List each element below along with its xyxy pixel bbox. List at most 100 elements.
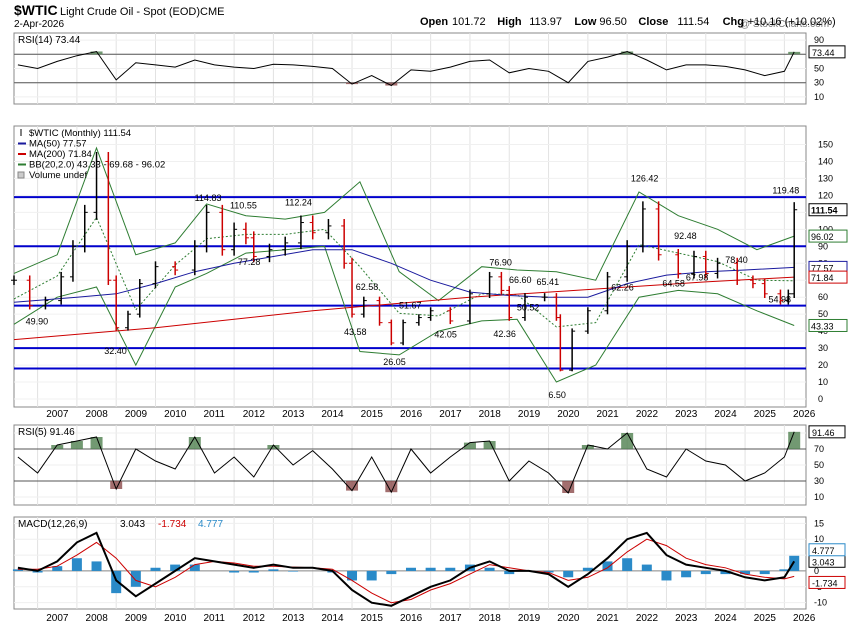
x-tick-label: 2016 <box>400 613 423 624</box>
y-tick-label: 10 <box>814 92 824 102</box>
price-annotation: 62.26 <box>611 282 634 292</box>
price-annotation: 51.67 <box>399 300 422 310</box>
macd-histogram-bar <box>445 567 456 571</box>
x-tick-label: 2010 <box>164 613 187 624</box>
y-tick-label: -10 <box>814 598 827 608</box>
y-tick-label: 30 <box>814 78 824 88</box>
rsi-value-tag-text: 73.44 <box>812 48 835 58</box>
price-annotation: 50.52 <box>517 302 540 312</box>
y-tick-label: 130 <box>818 173 833 183</box>
y-tick-label: 50 <box>818 309 828 319</box>
legend-entry: MA(50) 77.57 <box>29 139 87 150</box>
price-annotation: 54.98 <box>768 295 791 305</box>
rsi-overbought-fill <box>90 51 103 55</box>
y-tick-label: 50 <box>814 64 824 74</box>
x-tick-label: 2008 <box>86 613 109 624</box>
macd-histogram-bar <box>52 566 63 571</box>
price-annotation: 77.28 <box>238 257 261 267</box>
y-tick-label: 90 <box>814 35 824 45</box>
price-annotation: 26.05 <box>383 357 406 367</box>
macd-panel-frame <box>13 516 807 610</box>
macd-histogram-bar <box>150 567 161 571</box>
x-tick-label: 2009 <box>125 613 148 624</box>
macd-histogram-bar <box>641 564 652 571</box>
y-tick-label: 0 <box>814 566 819 576</box>
y-tick-label: 10 <box>814 534 824 544</box>
rsi-title: RSI(14) 73.44 <box>18 35 81 46</box>
y-tick-label: 20 <box>818 360 828 370</box>
x-tick-label: 2013 <box>282 409 305 420</box>
price-panel-frame <box>13 125 807 408</box>
x-tick-label: 2014 <box>321 409 344 420</box>
macd-histogram-bar <box>543 570 554 573</box>
macd-histogram-value: 4.777 <box>198 519 223 530</box>
rsi-oversold-fill <box>385 481 398 493</box>
price-annotation: 92.48 <box>674 231 697 241</box>
rsi-overbought-fill <box>463 442 476 449</box>
rsi-title: RSI(5) 91.46 <box>18 427 75 438</box>
macd-value-tag <box>808 575 846 589</box>
price-annotation: 119.48 <box>772 185 799 195</box>
right-value-tag-text: 71.84 <box>811 273 834 283</box>
macd-histogram-bar <box>347 570 358 581</box>
macd-histogram-bar <box>720 570 731 575</box>
macd-histogram-bar <box>602 561 613 571</box>
x-tick-label: 2019 <box>518 409 541 420</box>
x-tick-label: 2013 <box>282 613 305 624</box>
ohlc-value: 101.72 <box>452 16 486 28</box>
ohlc-value: 111.54 <box>677 16 709 28</box>
macd-histogram-bar <box>366 570 377 581</box>
x-tick-label: 2021 <box>597 409 620 420</box>
rsi-oversold-fill <box>110 481 123 489</box>
macd-histogram-bar <box>740 570 751 575</box>
rsi-overbought-fill <box>621 51 634 55</box>
macd-histogram-bar <box>71 558 82 571</box>
macd-value-tag-text: 3.043 <box>812 557 835 567</box>
y-tick-label: 30 <box>814 476 824 486</box>
price-annotation: 114.83 <box>195 193 222 203</box>
x-tick-label: 2007 <box>46 409 69 420</box>
right-value-tag <box>808 270 848 284</box>
rsi-oversold-fill <box>346 82 359 85</box>
right-value-tag <box>808 318 848 332</box>
right-value-tag-text: 43.33 <box>811 321 834 331</box>
macd-histogram-bar <box>130 570 141 587</box>
macd-histogram-bar <box>170 564 181 571</box>
price-annotation: 67.98 <box>686 273 709 283</box>
ohlc-value: +10.16 (+10.02%) <box>748 16 836 28</box>
ohlc-label: Open <box>420 16 448 28</box>
macd-histogram-bar <box>288 570 299 572</box>
x-tick-label: 2024 <box>714 409 737 420</box>
x-tick-label: 2012 <box>243 613 266 624</box>
macd-histogram-bar <box>386 570 397 575</box>
bollinger-upper-line <box>13 146 795 302</box>
ohlc-label: Low <box>574 16 596 28</box>
x-tick-label: 2019 <box>518 613 541 624</box>
x-tick-label: 2021 <box>597 613 620 624</box>
macd-signal-line <box>17 538 795 604</box>
y-tick-label: 150 <box>818 139 833 149</box>
chart-date: 2-Apr-2026 <box>14 19 64 30</box>
rsi-oversold-fill <box>385 82 398 86</box>
macd-histogram-bar <box>111 570 122 594</box>
x-tick-label: 2011 <box>203 409 225 420</box>
macd-histogram-bar <box>661 570 672 581</box>
bollinger-middle-line <box>13 216 795 328</box>
rsi-overbought-fill <box>70 441 83 449</box>
ohlc-label: High <box>497 16 522 28</box>
rsi-overbought-fill <box>483 441 496 449</box>
macd-value-tag <box>808 543 846 557</box>
symbol-title: $WTIC <box>14 2 58 18</box>
price-annotation: 126.42 <box>631 173 659 183</box>
y-tick-label: 30 <box>818 343 828 353</box>
macd-histogram-bar <box>189 564 200 571</box>
price-annotation: 42.05 <box>434 330 457 340</box>
watermark: @ StockCharts.com <box>740 19 829 30</box>
x-tick-label: 2011 <box>203 613 225 624</box>
chart-header: $WTIC Light Crude Oil - Spot (EOD) CME 2… <box>14 2 836 30</box>
rsi-value-tag <box>808 425 846 439</box>
price-annotation: 110.55 <box>230 200 257 210</box>
macd-histogram-bar <box>268 569 279 571</box>
x-tick-label: 2018 <box>479 409 502 420</box>
x-tick-label: 2010 <box>164 409 187 420</box>
